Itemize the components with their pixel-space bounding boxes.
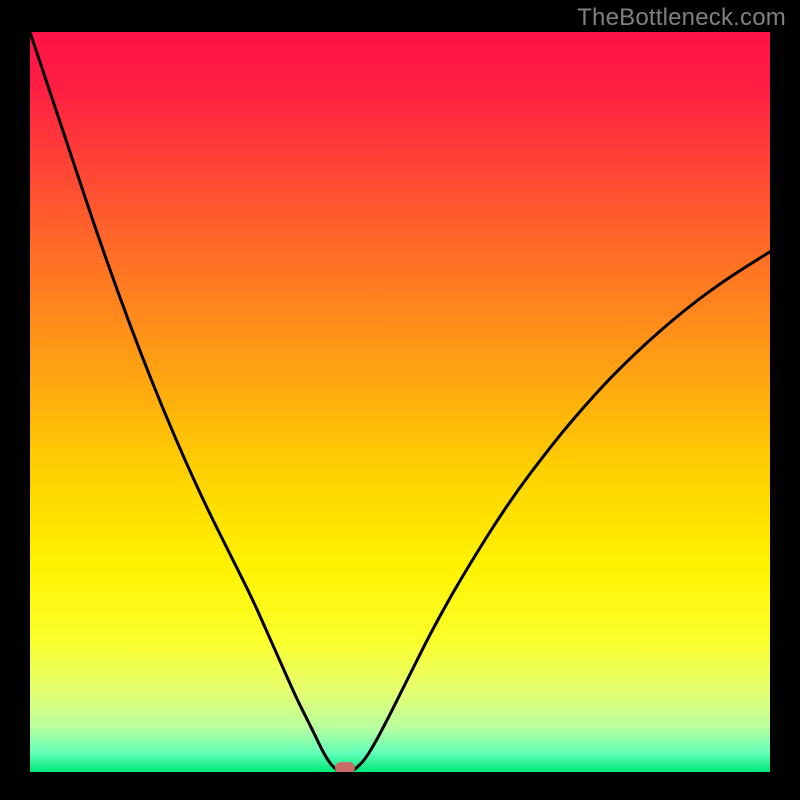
plot-area: [30, 32, 770, 772]
chart-outer-frame: [0, 0, 800, 800]
minimum-marker: [335, 762, 355, 772]
curve-layer: [30, 32, 770, 772]
bottleneck-curve: [30, 32, 770, 772]
watermark-text: TheBottleneck.com: [577, 4, 786, 32]
